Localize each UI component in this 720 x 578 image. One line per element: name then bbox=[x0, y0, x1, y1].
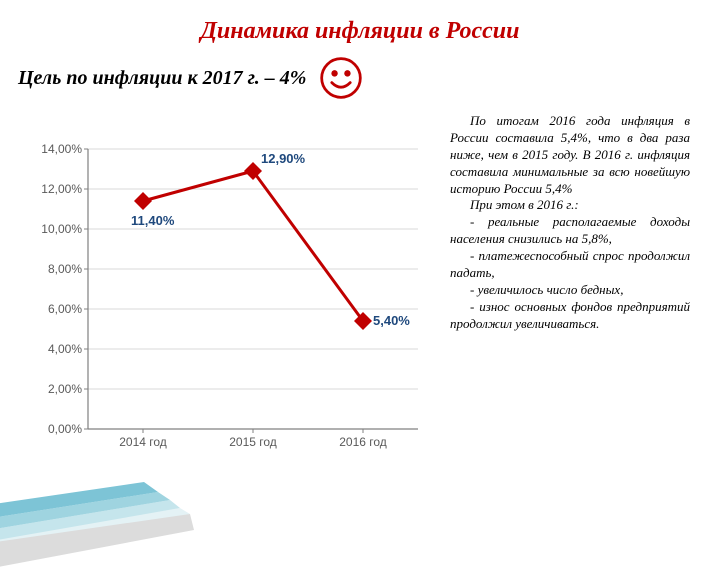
x-tick-label: 2014 год bbox=[103, 435, 183, 449]
data-label: 12,90% bbox=[261, 151, 305, 166]
y-tick-label: 6,00% bbox=[38, 302, 82, 316]
chart-svg bbox=[30, 139, 440, 479]
y-tick-label: 14,00% bbox=[38, 142, 82, 156]
paragraph: - износ основных фондов предприятий прод… bbox=[450, 299, 690, 333]
paragraph: - увеличилось число бедных, bbox=[450, 282, 690, 299]
paragraph: - реальные располагаемые доходы населени… bbox=[450, 214, 690, 248]
smiley-icon bbox=[318, 55, 364, 101]
paragraph: По итогам 2016 года инфляция в России со… bbox=[450, 113, 690, 197]
paragraph: - платежеспособный спрос продолжил падат… bbox=[450, 248, 690, 282]
y-tick-label: 0,00% bbox=[38, 422, 82, 436]
body-text: По итогам 2016 года инфляция в России со… bbox=[450, 113, 690, 479]
y-tick-label: 4,00% bbox=[38, 342, 82, 356]
paragraph: При этом в 2016 г.: bbox=[450, 197, 690, 214]
y-tick-label: 8,00% bbox=[38, 262, 82, 276]
y-tick-label: 12,00% bbox=[38, 182, 82, 196]
data-label: 5,40% bbox=[373, 313, 410, 328]
page-title: Динамика инфляции в России bbox=[0, 18, 720, 45]
corner-decoration bbox=[0, 468, 200, 578]
data-label: 11,40% bbox=[131, 213, 174, 228]
x-tick-label: 2015 год bbox=[213, 435, 293, 449]
y-tick-label: 2,00% bbox=[38, 382, 82, 396]
inflation-chart: 0,00% 2,00% 4,00% 6,00% 8,00% 10,00% 12,00% 14,… bbox=[30, 139, 440, 479]
subtitle-row: Цель по инфляции к 2017 г. – 4% bbox=[18, 55, 720, 101]
y-tick-label: 10,00% bbox=[38, 222, 82, 236]
subtitle: Цель по инфляции к 2017 г. – 4% bbox=[18, 67, 306, 90]
x-tick-label: 2016 год bbox=[323, 435, 403, 449]
content-row: 0,00% 2,00% 4,00% 6,00% 8,00% 10,00% 12,00% 14,… bbox=[0, 109, 720, 479]
